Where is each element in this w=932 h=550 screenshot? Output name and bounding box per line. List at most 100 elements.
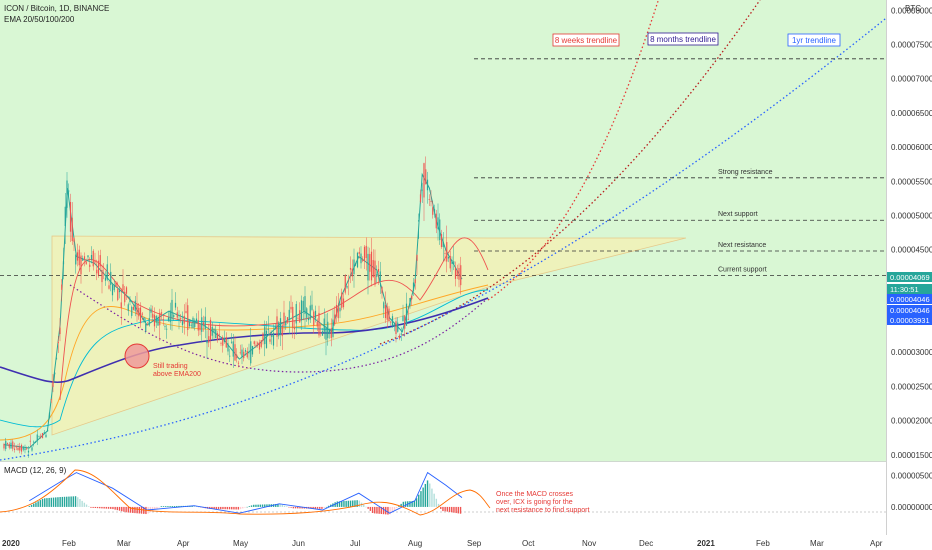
macd-histogram-bar	[349, 500, 352, 507]
price-badge[interactable]	[887, 305, 932, 315]
8-months-trendline-label-box	[647, 32, 719, 46]
ema-100-line	[0, 289, 489, 428]
macd-histogram-bar	[404, 501, 407, 507]
candle-body	[397, 322, 399, 332]
candle-body	[101, 269, 103, 283]
macd-histogram-bar	[323, 506, 325, 509]
candle-body	[36, 434, 38, 442]
price-badge[interactable]	[887, 272, 932, 282]
macd-histogram-bar	[107, 506, 110, 509]
time-tick-label: Mar	[810, 539, 824, 548]
candle-body	[230, 341, 233, 343]
candle-body	[15, 445, 17, 448]
macd-histogram-bar	[44, 498, 46, 507]
macd-histogram-bar	[426, 480, 429, 507]
macd-histogram-bar	[343, 501, 345, 507]
candle-body	[136, 304, 138, 315]
8-weeks-trendline-label: 8 weeks trendline	[555, 36, 618, 45]
macd-histogram-bar	[140, 506, 143, 514]
candle-body	[351, 268, 353, 277]
macd-histogram-bar	[30, 504, 33, 507]
candle-body	[187, 305, 189, 330]
macd-histogram-bar	[41, 498, 44, 507]
macd-indicator-legend[interactable]: MACD (12, 26, 9)	[4, 466, 67, 475]
ema-indicator-legend[interactable]: EMA 20/50/100/200	[4, 15, 75, 24]
symbol-title[interactable]: ICON / Bitcoin, 1D, BINANCE	[4, 4, 109, 13]
macd-tick-label: 0.00000000	[891, 503, 932, 512]
candle-body	[400, 333, 402, 335]
macd-histogram-bar	[369, 506, 372, 511]
time-tick-label: Feb	[756, 539, 770, 548]
candle-body	[169, 310, 171, 323]
candle-body	[87, 255, 89, 258]
candle-body	[278, 322, 280, 337]
macd-histogram-bar	[294, 506, 297, 509]
candle-body	[458, 267, 460, 280]
candle-body	[3, 443, 5, 449]
macd-histogram-bar	[125, 506, 127, 513]
candle-body	[153, 314, 156, 327]
macd-histogram-bar	[134, 506, 136, 514]
candle-body	[412, 282, 415, 291]
candle-body	[159, 312, 161, 326]
macd-histogram-bar	[105, 506, 108, 509]
price-badge[interactable]	[887, 315, 932, 325]
price-tick-label: 0.00005000	[891, 211, 932, 220]
macd-histogram-bar	[61, 496, 64, 507]
macd-histogram-bar	[198, 506, 200, 508]
macd-histogram-bar	[354, 500, 356, 507]
candle-body	[141, 313, 143, 315]
macd-histogram-bar	[371, 506, 374, 513]
macd-histogram-bar	[376, 506, 378, 514]
candle-body	[440, 234, 443, 248]
candle-body	[125, 287, 128, 294]
candle-body	[134, 300, 136, 311]
macd-histogram-bar	[46, 498, 48, 507]
price-tick-label: 0.00003000	[891, 348, 932, 357]
candle-body	[318, 312, 320, 336]
time-tick-label: May	[233, 539, 248, 548]
time-axis-background[interactable]	[0, 535, 886, 550]
candle-body	[271, 334, 273, 338]
macd-histogram-bar	[453, 506, 455, 513]
macd-histogram-bar	[246, 506, 248, 508]
macd-histogram-bar	[154, 506, 156, 510]
macd-histogram-bar	[244, 506, 246, 508]
candle-body	[83, 256, 86, 261]
macd-histogram-bar	[248, 506, 251, 507]
time-tick-label: Jun	[292, 539, 305, 548]
price-badge[interactable]	[887, 294, 932, 304]
candle-body	[26, 448, 28, 450]
candle-body	[285, 322, 287, 326]
macd-histogram-bar	[77, 497, 79, 507]
macd-histogram-bar	[112, 506, 114, 510]
macd-histogram-bar	[101, 506, 103, 509]
macd-histogram-bar	[422, 487, 424, 507]
candle-body	[402, 315, 404, 322]
candle-body	[68, 190, 70, 192]
price-tick-label: 0.00004500	[891, 246, 932, 255]
candle-body	[243, 351, 245, 359]
macd-histogram-bar	[226, 506, 229, 510]
8-weeks-trendline-label-box	[552, 33, 620, 47]
candle-body	[395, 321, 397, 335]
candle-body	[215, 329, 217, 339]
macd-histogram-bar	[420, 491, 422, 507]
candle-body	[419, 194, 422, 202]
macd-histogram-bar	[160, 506, 163, 507]
candle-body	[47, 430, 49, 432]
candle-body	[272, 332, 275, 346]
price-badge[interactable]	[887, 284, 932, 294]
macd-histogram-bar	[167, 506, 169, 507]
candle-body	[38, 436, 40, 438]
candle-body	[288, 309, 290, 321]
macd-histogram-bar	[195, 506, 198, 507]
time-tick-label: Sep	[467, 539, 482, 548]
candle-body	[19, 447, 21, 451]
macd-histogram-bar	[400, 503, 402, 507]
macd-histogram-bar	[378, 506, 380, 514]
price-tick-label: 0.00006000	[891, 143, 932, 152]
macd-histogram-bar	[138, 506, 141, 514]
candle-body	[80, 255, 82, 275]
